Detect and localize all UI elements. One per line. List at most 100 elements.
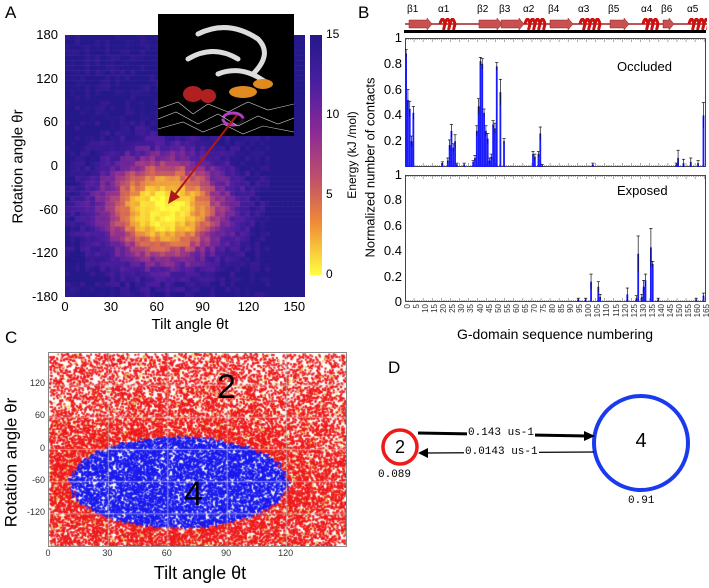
- beta-strand-icon: [609, 18, 630, 30]
- heatmap-y-tick: -120: [31, 245, 58, 261]
- exposed-label: Exposed: [617, 183, 668, 198]
- bar-y-tick: 0: [394, 294, 402, 309]
- bar-x-tick: 10: [421, 304, 431, 313]
- bar-x-tick: 70: [529, 304, 539, 313]
- heatmap-x-label: Tilt angle θt: [151, 316, 229, 333]
- alpha-helix-icon: [687, 18, 707, 30]
- contact-bar-0-25: [494, 128, 496, 167]
- secondary-structure-label: β4: [548, 4, 560, 15]
- colorbar-tick: 0: [326, 267, 333, 281]
- contact-bar-0-22: [488, 160, 491, 167]
- forward-rate-label: 0.143 us-1: [467, 427, 536, 439]
- panel-a-label: A: [5, 3, 17, 22]
- contact-bar-0-10: [454, 141, 456, 167]
- contact-bar-0-29: [532, 154, 534, 167]
- contact-bar-0-19: [483, 112, 485, 167]
- contact-bar-0-30: [533, 156, 536, 167]
- contact-bar-0-5: [441, 163, 444, 167]
- bar-x-tick: 110: [602, 304, 612, 317]
- node-2-text: 2: [394, 437, 405, 457]
- bar-x-tick: 160: [693, 304, 703, 318]
- bar-x-tick: 35: [466, 304, 476, 313]
- secondary-structure-label: α4: [641, 4, 653, 15]
- scatter-x-label: Tilt angle θt: [153, 563, 247, 583]
- node-4-text: 4: [635, 430, 647, 452]
- bar-y-tick: 1: [394, 30, 402, 45]
- contact-bar-1-11: [649, 247, 652, 302]
- beta-strand-icon: [549, 18, 574, 30]
- bar-x-tick: 140: [656, 304, 666, 318]
- alpha-helix-icon: [641, 18, 660, 30]
- contact-bar-0-28: [503, 141, 505, 167]
- heatmap-y-tick: 0: [50, 158, 58, 173]
- heatmap-y-tick: -180: [31, 289, 58, 304]
- contact-bar-0-0: [405, 53, 407, 167]
- contact-bar-0-14: [474, 157, 476, 167]
- backward-rate-label: 0.0143 us-1: [464, 446, 539, 458]
- heatmap-y-tick: 60: [43, 114, 58, 130]
- bar-y-tick: 0.8: [383, 55, 402, 71]
- contact-bar-0-32: [539, 133, 542, 167]
- bar-y-tick: 0.2: [383, 268, 402, 284]
- occluded-label: Occluded: [617, 59, 672, 74]
- bar-y-label: Normalized number of contacts: [362, 77, 378, 258]
- colorbar-label: Energy (kJ /mol): [345, 111, 359, 199]
- scatter-x-tick: 90: [221, 548, 232, 558]
- bar-x-tick: 5: [412, 304, 422, 309]
- minimum-arrow: [168, 114, 238, 204]
- contact-bar-0-20: [484, 130, 487, 167]
- scatter-y-tick: -120: [26, 506, 45, 517]
- bar-x-tick: 155: [684, 304, 694, 318]
- protein-structure-inset: [158, 14, 294, 136]
- contact-bar-1-2: [590, 281, 592, 302]
- bar-x-tick: 125: [629, 304, 639, 318]
- contact-bar-0-13: [472, 161, 475, 167]
- state-4-node: [592, 394, 690, 492]
- heatmap-y-tick: 120: [36, 70, 58, 86]
- alpha-helix-icon: [438, 18, 457, 30]
- bar-x-tick: 15: [430, 304, 440, 313]
- scatter-y-tick: -60: [31, 474, 45, 485]
- bar-x-tick: 80: [548, 304, 558, 313]
- beta-strand-icon: [478, 18, 503, 30]
- contact-bar-0-17: [479, 61, 482, 167]
- contact-bar-0-8: [450, 130, 453, 167]
- bar-x-label: G-domain sequence numbering: [456, 326, 654, 342]
- bar-x-tick: 145: [665, 304, 675, 318]
- bar-y-tick: 0.6: [383, 217, 402, 233]
- state-2-node: [381, 428, 419, 466]
- contact-bar-1-12: [651, 263, 654, 302]
- secondary-structure-label: α1: [438, 4, 450, 15]
- bar-y-tick: 0.6: [383, 81, 402, 97]
- contact-bar-0-31: [537, 154, 540, 167]
- contact-bar-0-24: [492, 124, 495, 167]
- contact-bar-0-21: [486, 138, 489, 167]
- scatter-y-tick: 120: [29, 378, 45, 389]
- bar-y-tick: 0.4: [383, 107, 402, 123]
- secondary-structure-label: α2: [523, 4, 535, 15]
- scatter-x-tick: 120: [278, 548, 294, 558]
- bar-x-tick: 60: [511, 304, 521, 313]
- contact-bar-1-15: [702, 295, 705, 302]
- colorbar-tick: 5: [326, 187, 333, 201]
- bar-x-tick: 55: [502, 304, 512, 313]
- contact-bar-0-18: [481, 63, 484, 167]
- beta-strand-icon: [408, 18, 433, 30]
- contact-bar-0-3: [410, 141, 413, 167]
- bar-y-tick: 0.4: [383, 243, 402, 259]
- contact-bar-0-1: [407, 99, 409, 167]
- heatmap-x-tick: 30: [103, 299, 119, 314]
- scatter-y-label: Rotation angle θr: [1, 397, 21, 528]
- bar-x-tick: 50: [493, 304, 503, 313]
- colorbar-tick: 15: [326, 27, 340, 41]
- panel-b-label: B: [358, 3, 370, 22]
- scatter-x-tick: 30: [102, 548, 113, 558]
- state-4-label: 4: [184, 475, 203, 513]
- state-2-population: 0.089: [378, 469, 412, 481]
- contact-bar-1-10: [644, 280, 647, 302]
- secondary-structure-label: α5: [687, 4, 699, 15]
- contact-bar-1-7: [637, 253, 640, 302]
- bar-x-tick: 40: [475, 304, 485, 313]
- bar-y-tick: 1: [394, 167, 402, 182]
- bar-x-tick: 90: [566, 304, 576, 313]
